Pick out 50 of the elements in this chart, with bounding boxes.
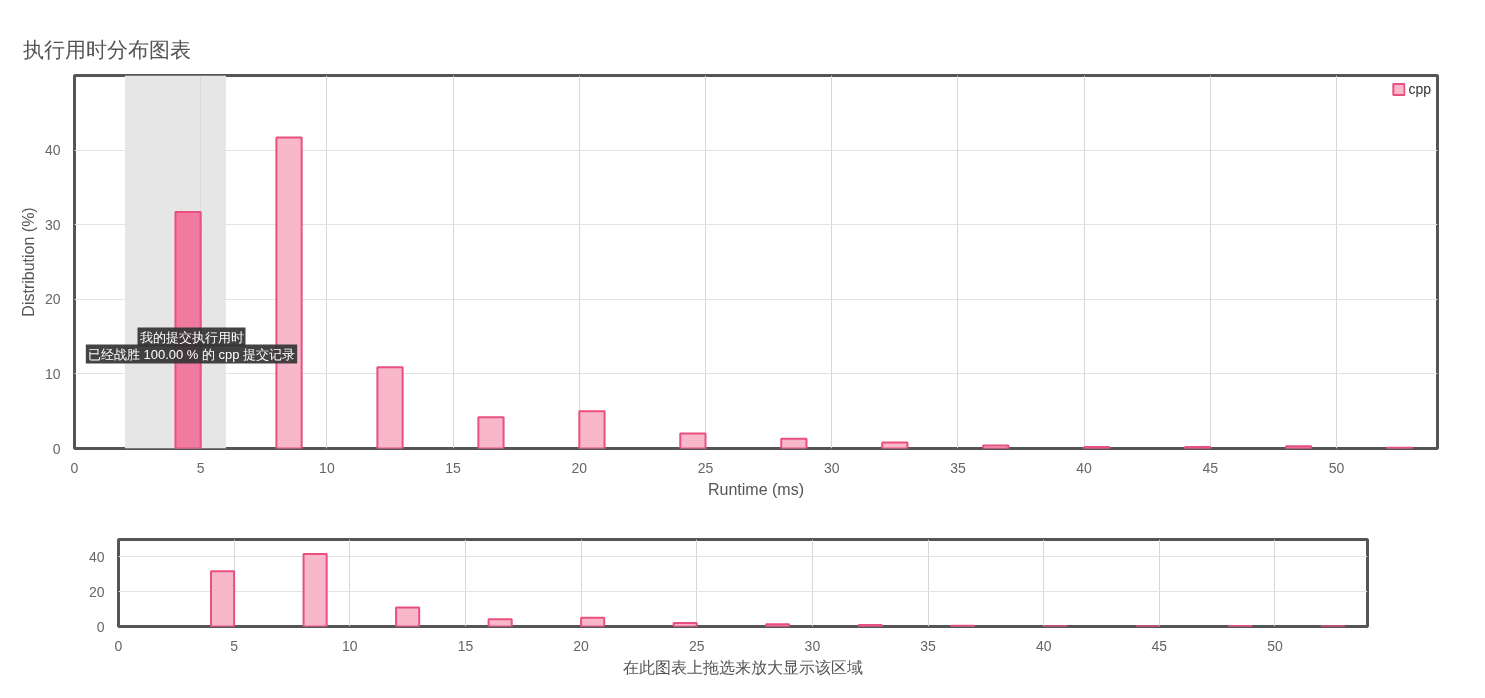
x-tick-label: 25 xyxy=(697,459,714,476)
bar xyxy=(578,410,606,449)
y-tick-label: 10 xyxy=(44,365,61,382)
x-tick-label: 5 xyxy=(230,637,239,654)
bar xyxy=(487,618,513,627)
x-tick-label: 25 xyxy=(688,637,705,654)
bar xyxy=(1285,445,1313,449)
bar xyxy=(580,616,606,627)
legend-label: cpp xyxy=(1408,81,1431,97)
x-tick-label: 10 xyxy=(319,459,335,476)
x-tick-label: 45 xyxy=(1202,459,1219,476)
chart-title: 执行用时分布图表 xyxy=(22,37,191,61)
y-tick-label: 0 xyxy=(52,440,61,457)
x-tick-label: 0 xyxy=(70,459,79,476)
bar xyxy=(210,570,236,627)
x-tick-label: 5 xyxy=(196,459,205,476)
x-tick-label: 20 xyxy=(573,637,590,654)
x-tick-label: 40 xyxy=(1076,459,1093,476)
y-tick-label: 40 xyxy=(44,142,61,159)
annotation: 我的提交执行用时 xyxy=(139,329,244,345)
x-tick-label: 0 xyxy=(114,637,123,654)
x-tick-label: 50 xyxy=(1328,459,1345,476)
x-tick-label: 30 xyxy=(823,459,840,476)
x-tick-label: 15 xyxy=(445,459,462,476)
y-tick-label: 40 xyxy=(88,548,105,565)
x-tick-label: 10 xyxy=(342,637,358,654)
bar xyxy=(376,366,404,449)
x-axis-title: Runtime (ms) xyxy=(708,480,805,498)
annotation: 已经战胜 100.00 % 的 cpp 提交记录 xyxy=(87,346,296,362)
x-axis-title: 在此图表上拖选来放大显示该区域 xyxy=(623,658,863,676)
bar xyxy=(679,432,707,449)
bar xyxy=(765,623,791,627)
x-tick-label: 15 xyxy=(457,637,474,654)
bar xyxy=(780,437,808,449)
bar xyxy=(302,552,328,627)
x-tick-label: 45 xyxy=(1151,637,1168,654)
bar xyxy=(477,416,505,449)
x-tick-label: 40 xyxy=(1035,637,1052,654)
y-axis-title: Distribution (%) xyxy=(19,207,37,317)
x-tick-label: 35 xyxy=(950,459,966,476)
y-tick-label: 20 xyxy=(44,291,61,308)
x-tick-label: 30 xyxy=(804,637,821,654)
x-tick-label: 35 xyxy=(920,637,937,654)
x-tick-label: 50 xyxy=(1267,637,1283,654)
x-tick-label: 20 xyxy=(571,459,588,476)
y-tick-label: 30 xyxy=(44,216,61,233)
y-tick-label: 0 xyxy=(96,618,105,635)
bar xyxy=(672,622,698,627)
y-tick-label: 20 xyxy=(88,583,105,600)
bar xyxy=(395,606,421,627)
